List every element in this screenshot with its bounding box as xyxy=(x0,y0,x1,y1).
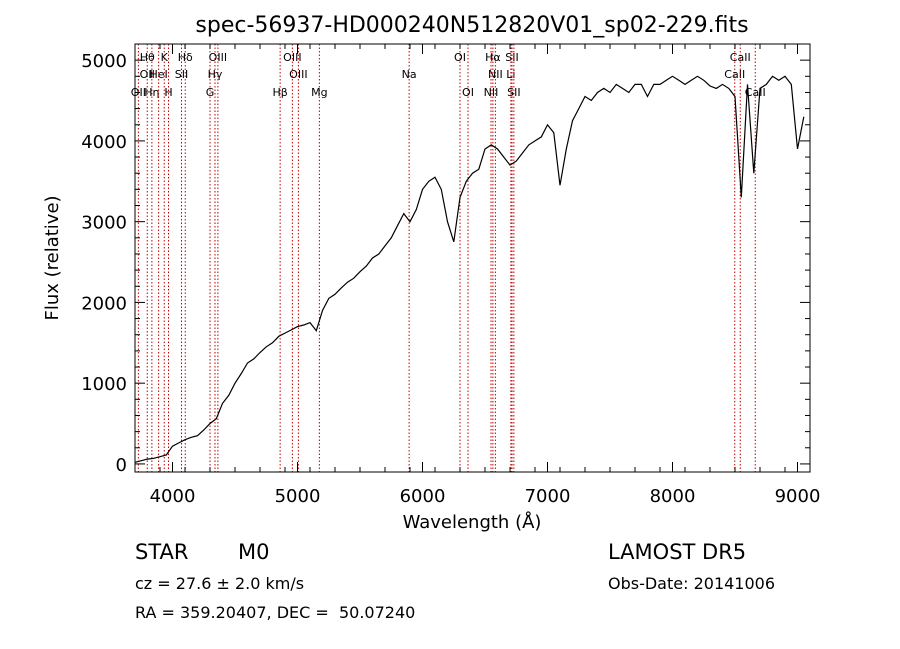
redshift-cz: cz = 27.6 ± 2.0 km/s xyxy=(135,574,305,593)
y-axis-label: Flux (relative) xyxy=(42,195,63,320)
spectral-line-label: OII xyxy=(140,68,155,81)
spectrum-chart: spec-56937-HD000240N512820V01_sp02-229.f… xyxy=(42,13,821,533)
spectral-line-label: SII xyxy=(175,68,188,81)
y-tick-label: 2000 xyxy=(81,293,127,314)
spectral-line-label: SII xyxy=(505,51,518,64)
spectral-line-label: NII xyxy=(484,86,499,99)
ra-dec: RA = 359.20407, DEC = 50.07240 xyxy=(135,603,416,622)
spectral-line-label: Hβ xyxy=(272,86,287,99)
spectral-line-label: K xyxy=(161,51,169,64)
survey-name: LAMOST DR5 xyxy=(608,540,747,564)
spectral-line-label: Hη xyxy=(144,86,159,99)
y-tick-label: 5000 xyxy=(81,51,127,72)
spectral-line-label: Hγ xyxy=(208,68,223,81)
spectral-line-label: Hθ xyxy=(140,51,155,64)
object-subclass: M0 xyxy=(238,540,270,564)
spectral-line-label: HeI xyxy=(149,68,167,81)
y-tick-label: 1000 xyxy=(81,374,127,395)
obs-date: Obs-Date: 20141006 xyxy=(608,574,776,593)
spectral-lines: OIIHθOIIHηHeIKHSIIHδGHγOIIIHβOIIIOIIIMgN… xyxy=(131,44,766,472)
x-tick-label: 6000 xyxy=(400,486,446,507)
plot-frame xyxy=(134,43,811,473)
spectral-line-label: OIII xyxy=(289,68,307,81)
x-tick-label: 7000 xyxy=(525,486,571,507)
spectrum-line xyxy=(134,75,805,463)
spectral-line-label: Na xyxy=(402,68,417,81)
x-tick-label: 4000 xyxy=(150,486,196,507)
spectral-line-label: OI xyxy=(462,86,474,99)
spectral-line-label: NII xyxy=(488,68,503,81)
x-tick-label: 9000 xyxy=(775,486,821,507)
y-tick-label: 3000 xyxy=(81,213,127,234)
spectral-line-label: CaII xyxy=(730,51,751,64)
object-class: STAR xyxy=(135,540,189,564)
x-tick-label: 5000 xyxy=(275,486,321,507)
spectral-line-label: SII xyxy=(507,86,520,99)
y-axis: 0 1000 2000 3000 4000 5000 xyxy=(81,43,810,476)
spectral-line-label: Li xyxy=(506,68,515,81)
spectral-line-label: Hδ xyxy=(178,51,193,64)
y-tick-label: 4000 xyxy=(81,132,127,153)
spectral-line-label: OIII xyxy=(283,51,301,64)
x-axis: 4000 5000 6000 7000 8000 9000 xyxy=(134,44,821,507)
spectral-line-label: OI xyxy=(454,51,466,64)
y-tick-label: 0 xyxy=(116,455,127,476)
spectral-line-label: G xyxy=(206,86,215,99)
spectral-line-label: H xyxy=(164,86,172,99)
x-axis-label: Wavelength (Å) xyxy=(403,511,542,533)
spectral-line-label: OIII xyxy=(209,51,227,64)
spectral-line-label: CaII xyxy=(724,68,745,81)
chart-title: spec-56937-HD000240N512820V01_sp02-229.f… xyxy=(195,13,748,38)
x-tick-label: 8000 xyxy=(650,486,696,507)
spectral-line-label: Mg xyxy=(311,86,327,99)
spectral-line-label: Hα xyxy=(485,51,501,64)
